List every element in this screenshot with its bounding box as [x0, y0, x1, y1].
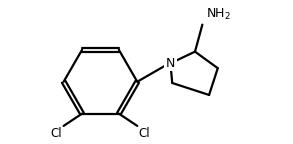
- Text: N: N: [166, 57, 175, 70]
- Text: Cl: Cl: [51, 127, 62, 140]
- Text: Cl: Cl: [139, 127, 150, 140]
- Text: NH$_2$: NH$_2$: [206, 7, 231, 22]
